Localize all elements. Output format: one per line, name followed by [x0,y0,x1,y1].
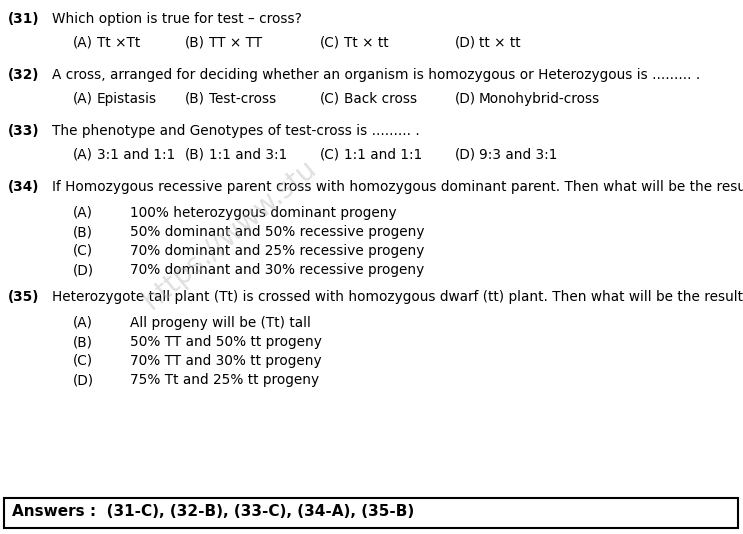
Text: (A): (A) [73,148,93,162]
Text: If Homozygous recessive parent cross with homozygous dominant parent. Then what : If Homozygous recessive parent cross wit… [52,180,743,194]
Text: 3:1 and 1:1: 3:1 and 1:1 [97,148,175,162]
Text: Monohybrid-cross: Monohybrid-cross [479,92,600,106]
Text: (33): (33) [8,124,39,138]
Text: (C): (C) [320,92,340,106]
Text: (D): (D) [455,36,476,50]
Text: (C): (C) [73,354,93,368]
Text: A cross, arranged for deciding whether an organism is homozygous or Heterozygous: A cross, arranged for deciding whether a… [52,68,700,82]
Text: All progeny will be (Tt) tall: All progeny will be (Tt) tall [130,316,311,330]
Text: (D): (D) [455,92,476,106]
Text: Tt × tt: Tt × tt [344,36,389,50]
Text: TT × TT: TT × TT [209,36,262,50]
Text: (B): (B) [73,335,93,349]
Text: (D): (D) [455,148,476,162]
Text: (35): (35) [8,290,39,304]
Text: 70% dominant and 30% recessive progeny: 70% dominant and 30% recessive progeny [130,263,424,277]
Text: 50% TT and 50% tt progeny: 50% TT and 50% tt progeny [130,335,322,349]
Text: Answers :  (31-C), (32-B), (33-C), (34-A), (35-B): Answers : (31-C), (32-B), (33-C), (34-A)… [12,504,415,519]
Bar [4,498,738,528]
Text: Epistasis: Epistasis [97,92,157,106]
Text: (D): (D) [73,263,94,277]
Text: (B): (B) [185,92,205,106]
Text: 75% Tt and 25% tt progeny: 75% Tt and 25% tt progeny [130,373,319,387]
Text: 100% heterozygous dominant progeny: 100% heterozygous dominant progeny [130,206,397,220]
Text: The phenotype and Genotypes of test-cross is ......... .: The phenotype and Genotypes of test-cros… [52,124,420,138]
Text: 50% dominant and 50% recessive progeny: 50% dominant and 50% recessive progeny [130,225,424,239]
Text: (A): (A) [73,316,93,330]
Text: 70% dominant and 25% recessive progeny: 70% dominant and 25% recessive progeny [130,244,424,258]
Text: 9:3 and 3:1: 9:3 and 3:1 [479,148,557,162]
Text: 70% TT and 30% tt progeny: 70% TT and 30% tt progeny [130,354,322,368]
Text: (C): (C) [320,148,340,162]
Text: Tt ×Tt: Tt ×Tt [97,36,140,50]
Text: tt × tt: tt × tt [479,36,521,50]
Text: (31): (31) [8,12,39,26]
Text: (32): (32) [8,68,39,82]
Text: (B): (B) [185,36,205,50]
Text: 1:1 and 1:1: 1:1 and 1:1 [344,148,422,162]
Text: (A): (A) [73,36,93,50]
Text: (34): (34) [8,180,39,194]
Text: (D): (D) [73,373,94,387]
Text: (A): (A) [73,92,93,106]
Text: (B): (B) [185,148,205,162]
Text: Which option is true for test – cross?: Which option is true for test – cross? [52,12,302,26]
Text: 1:1 and 3:1: 1:1 and 3:1 [209,148,288,162]
Text: Back cross: Back cross [344,92,417,106]
Text: Test-cross: Test-cross [209,92,276,106]
Text: https://www.stu: https://www.stu [137,153,322,315]
Text: Heterozygote tall plant (Tt) is crossed with homozygous dwarf (tt) plant. Then w: Heterozygote tall plant (Tt) is crossed … [52,290,743,304]
Text: (B): (B) [73,225,93,239]
Text: (C): (C) [73,244,93,258]
Text: (C): (C) [320,36,340,50]
Text: (A): (A) [73,206,93,220]
